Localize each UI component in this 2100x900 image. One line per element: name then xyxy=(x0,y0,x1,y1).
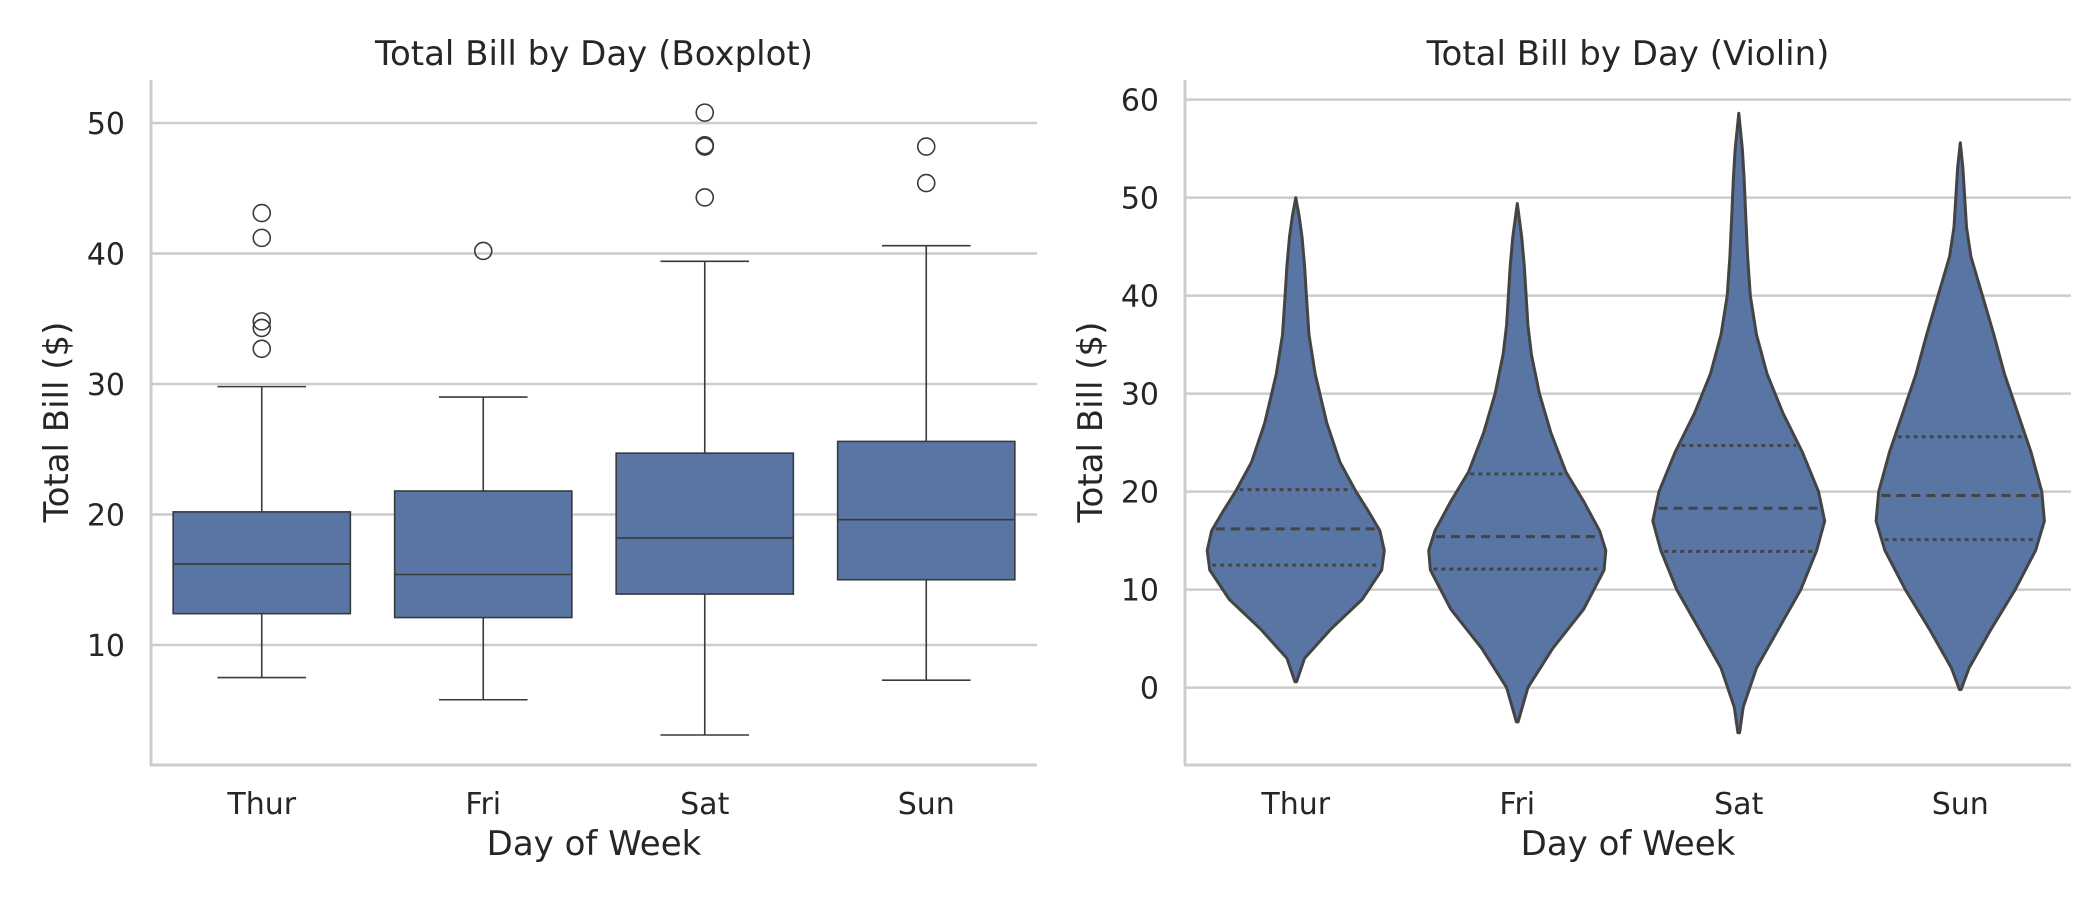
iqr-box xyxy=(393,490,573,619)
y-tick-label: 20 xyxy=(1121,476,1159,511)
y-tick-label: 30 xyxy=(87,368,125,403)
outlier-point xyxy=(695,137,715,156)
iqr-box xyxy=(836,440,1016,581)
x-tick-label: Thur xyxy=(1260,787,1330,822)
outlier-point xyxy=(252,312,272,331)
y-tick-label: 30 xyxy=(1121,378,1159,413)
violin-panel: 0 10 20 30 40 50 60 Thur Fri Sat Sun Total Bill b… xyxy=(1071,34,2071,864)
outlier-point xyxy=(695,188,715,207)
boxplot-boxes xyxy=(172,103,1016,736)
violin-sun xyxy=(1874,141,2046,691)
y-tick-label: 10 xyxy=(1121,574,1159,609)
outlier-point xyxy=(252,203,272,223)
box-thur xyxy=(172,203,352,679)
violin-body xyxy=(1427,202,1608,724)
iqr-box xyxy=(172,511,352,615)
outlier-point xyxy=(252,318,272,338)
boxplot-x-axis-label: Day of Week xyxy=(487,824,702,864)
box-fri xyxy=(393,241,573,701)
boxplot-y-ticks: 10 20 30 40 50 xyxy=(87,107,125,664)
violin-body xyxy=(1651,111,1827,735)
boxplot-x-ticks: Thur Fri Sat Sun xyxy=(226,787,954,822)
violin-fri xyxy=(1427,202,1608,724)
violin-body xyxy=(1205,196,1386,684)
outlier-point xyxy=(695,135,715,155)
violin-x-axis-label: Day of Week xyxy=(1521,824,1736,864)
y-tick-label: 60 xyxy=(1121,84,1159,119)
x-tick-label: Fri xyxy=(1499,787,1535,822)
y-tick-label: 50 xyxy=(1121,182,1159,217)
x-tick-label: Thur xyxy=(226,787,296,822)
y-tick-label: 40 xyxy=(1121,280,1159,315)
boxplot-y-axis-label: Total Bill ($) xyxy=(37,322,77,524)
outlier-point xyxy=(473,241,493,261)
y-tick-label: 50 xyxy=(87,107,125,142)
violin-title: Total Bill by Day (Violin) xyxy=(1426,34,1830,74)
outlier-point xyxy=(252,228,272,248)
violin-shapes xyxy=(1205,111,2046,735)
x-tick-label: Fri xyxy=(465,787,501,822)
boxplot-panel: 10 20 30 40 50 Thur Fri Sat Sun Total Bill by D… xyxy=(37,34,1037,864)
violin-thur xyxy=(1205,196,1386,684)
outlier-point xyxy=(916,173,936,193)
boxplot-title: Total Bill by Day (Boxplot) xyxy=(374,34,813,74)
x-tick-label: Sat xyxy=(680,787,729,822)
outlier-point xyxy=(916,137,936,156)
violin-body xyxy=(1874,141,2046,691)
violin-x-ticks: Thur Fri Sat Sun xyxy=(1260,787,1988,822)
x-tick-label: Sun xyxy=(1932,787,1989,822)
y-tick-label: 40 xyxy=(87,238,125,273)
violin-y-axis-label: Total Bill ($) xyxy=(1071,322,1111,524)
outlier-point xyxy=(695,103,715,122)
x-tick-label: Sun xyxy=(898,787,955,822)
x-tick-label: Sat xyxy=(1714,787,1763,822)
y-tick-label: 10 xyxy=(87,629,125,664)
y-tick-label: 0 xyxy=(1140,672,1159,707)
box-sat xyxy=(615,103,795,736)
iqr-box xyxy=(615,452,795,595)
outlier-point xyxy=(252,339,272,359)
violin-y-ticks: 0 10 20 30 40 50 60 xyxy=(1121,84,1159,707)
violin-sat xyxy=(1651,111,1827,735)
y-tick-label: 20 xyxy=(87,498,125,533)
box-sun xyxy=(836,137,1016,681)
